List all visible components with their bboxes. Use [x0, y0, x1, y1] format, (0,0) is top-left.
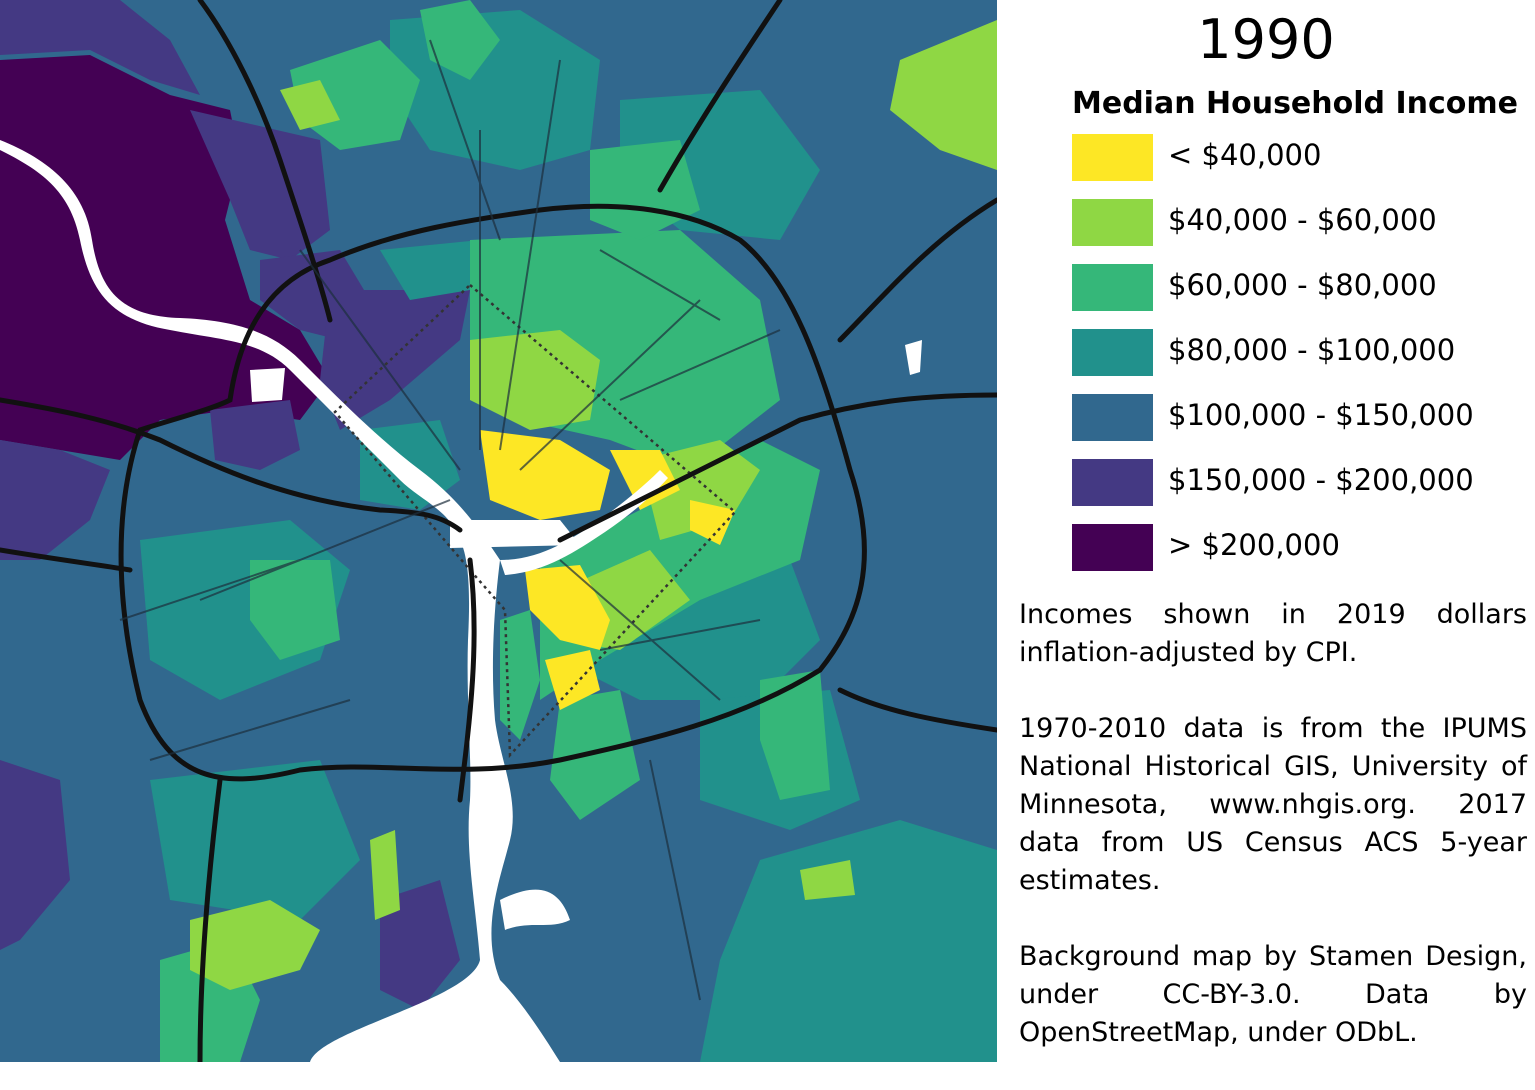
legend-label: $100,000 - $150,000 [1168, 398, 1474, 432]
region-under-40k-east-edge [690, 500, 735, 545]
minor-roads [119, 39, 781, 1001]
region-150-200k-northwest-rim [0, 0, 200, 95]
region-40-60k-dc-core-north [470, 330, 600, 430]
airport-area [250, 368, 285, 402]
legend-label: $40,000 - $60,000 [1168, 203, 1437, 237]
region-60-80k-north-strip [420, 0, 500, 80]
legend-label: > $200,000 [1168, 528, 1340, 562]
river-inlet-southeast [500, 889, 570, 930]
park-area-east [905, 340, 922, 375]
region-under-40k-dc-center [480, 430, 610, 520]
region-150-200k-north [190, 110, 330, 260]
legend-swatch [1072, 459, 1153, 506]
region-150-200k-fairfax [0, 760, 70, 950]
region-60-80k-west [250, 560, 340, 660]
region-40-60k-north [280, 80, 340, 130]
anacostia-river [500, 470, 668, 575]
legend-swatch [1072, 199, 1153, 246]
note-inflation: Incomes shown in 2019 dollars inflation-… [1019, 599, 1527, 668]
region-under-40k-far-southeast [545, 650, 600, 710]
region-150-200k-mid [320, 290, 470, 430]
region-under-40k-dc-east [610, 450, 680, 510]
note-attribution: Background map by Stamen Design, under C… [1019, 941, 1527, 1048]
region-80-100k-south [150, 760, 360, 920]
note-data-source: 1970-2010 data is from the IPUMS Nationa… [1019, 713, 1527, 896]
legend-panel: 1990 Median Household Income < $40,000 $… [997, 0, 1535, 1062]
legend-label: $60,000 - $80,000 [1168, 268, 1437, 302]
map-canvas [0, 0, 997, 1062]
choropleth-map [0, 0, 997, 1062]
region-60-80k-far-east [760, 670, 830, 800]
mall-area [450, 520, 580, 548]
legend-swatch [1072, 394, 1153, 441]
year-title: 1990 [1197, 8, 1335, 71]
region-60-80k-south [550, 690, 640, 820]
legend-swatch [1072, 329, 1153, 376]
legend-title: Median Household Income [1072, 86, 1518, 121]
notes: Incomes shown in 2019 dollars inflation-… [1019, 596, 1527, 1090]
region-150-200k-south [380, 880, 460, 1010]
region-40-60k-south-strip [370, 830, 400, 920]
region-40-60k-northeast-corner [890, 20, 997, 170]
legend-swatch [1072, 134, 1153, 181]
legend-swatch [1072, 264, 1153, 311]
region-40-60k-southwest [190, 900, 320, 990]
region-60-80k-potomac-south [500, 610, 540, 740]
region-40-60k-southeast-patch [800, 860, 855, 900]
major-roads [0, 0, 997, 1062]
legend-label: < $40,000 [1168, 138, 1322, 172]
legend-label: $80,000 - $100,000 [1168, 333, 1456, 367]
dc-boundary [333, 283, 737, 759]
region-over-200k-northwest [0, 55, 330, 460]
region-80-100k-southeast-low [700, 820, 997, 1062]
region-80-100k-center-north [380, 240, 480, 300]
region-150-200k-arlington [210, 400, 300, 470]
legend-label: $150,000 - $200,000 [1168, 463, 1474, 497]
region-150-200k-southwest [0, 440, 110, 560]
legend-swatch [1072, 524, 1153, 571]
